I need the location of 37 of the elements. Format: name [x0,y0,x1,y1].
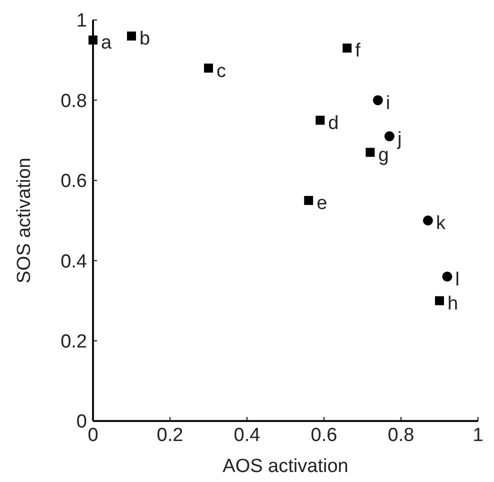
annotation: c [216,60,226,82]
annotation: a [101,32,112,54]
annotation: l [455,269,460,290]
y-tick-label: 0.6 [60,171,87,192]
point [372,95,383,106]
annotation: i [386,92,390,114]
annotation: k [436,213,446,234]
annotation: g [378,144,389,166]
point [384,131,394,142]
point [342,44,352,53]
annotation: d [328,112,339,134]
y-tick-label: 0 [76,412,87,433]
annotation: h [448,293,458,314]
point [366,148,375,157]
y-tick-label: 0.8 [60,90,87,112]
point [316,116,325,125]
annotation: j [396,128,402,150]
point [442,272,452,282]
y-tick-label: 0.4 [60,251,88,272]
x-tick-label: 0.8 [388,425,414,446]
point [204,64,213,73]
x-tick-label: 0.2 [156,425,184,446]
point [127,32,136,41]
x-tick-label: 1 [472,425,484,446]
x-tick-label: 0.6 [310,425,338,446]
x-tick-label: 0.4 [234,425,261,446]
y-tick-label: 1 [76,10,87,32]
annotation: e [316,193,328,214]
point [304,196,314,205]
x-axis-title: AOS activation [222,456,348,477]
annotation: f [355,40,362,62]
point [435,296,444,306]
point [88,36,98,45]
y-tick-label: 0.2 [60,331,87,352]
y-axis-title: SOS activation [14,158,35,284]
point [422,216,433,226]
annotation: b [140,28,150,50]
